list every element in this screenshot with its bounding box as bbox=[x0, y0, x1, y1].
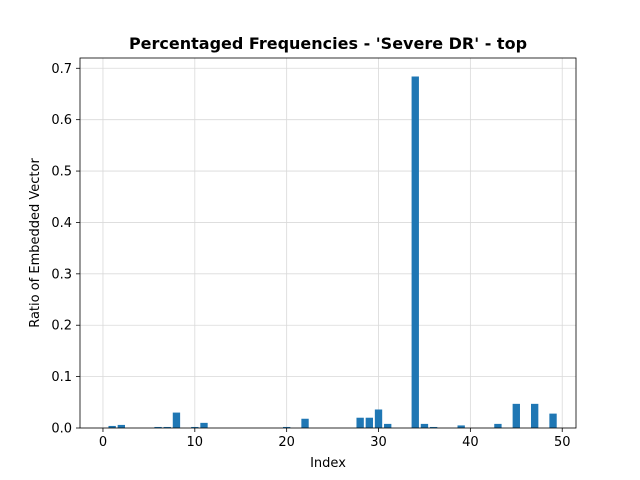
x-tick-label: 30 bbox=[370, 435, 387, 450]
bar bbox=[429, 426, 438, 428]
bar bbox=[420, 423, 429, 428]
plot-frame bbox=[79, 57, 577, 429]
bar bbox=[530, 403, 539, 428]
bar bbox=[374, 409, 383, 428]
bar bbox=[384, 423, 392, 428]
bar bbox=[154, 426, 162, 428]
x-axis-label: Index bbox=[310, 456, 346, 471]
y-axis-label: Ratio of Embedded Vector bbox=[28, 158, 43, 328]
chart-title: Percentaged Frequencies - 'Severe DR' - … bbox=[129, 34, 527, 53]
bar bbox=[117, 424, 126, 428]
bar bbox=[172, 412, 181, 428]
bar bbox=[108, 425, 116, 428]
bar bbox=[356, 417, 364, 428]
x-tick-label: 40 bbox=[462, 435, 479, 450]
bar bbox=[163, 426, 171, 428]
y-tick-label: 0.5 bbox=[51, 165, 72, 180]
bar bbox=[282, 426, 291, 428]
y-tick-label: 0.2 bbox=[51, 319, 72, 334]
x-tick-label: 0 bbox=[99, 435, 107, 450]
bar bbox=[457, 425, 465, 428]
y-tick-label: 0.0 bbox=[51, 422, 72, 437]
y-tick-label: 0.1 bbox=[51, 370, 72, 385]
bars bbox=[108, 76, 557, 428]
x-axis-ticks: 0 10 20 30 40 50 bbox=[99, 428, 571, 450]
grid bbox=[80, 58, 576, 429]
bar bbox=[494, 423, 502, 428]
y-tick-label: 0.6 bbox=[51, 113, 72, 128]
bar bbox=[301, 418, 309, 428]
y-tick-label: 0.4 bbox=[51, 216, 72, 231]
bar bbox=[200, 422, 208, 428]
bar bbox=[191, 426, 199, 428]
y-axis-ticks: 0.0 0.1 0.2 0.3 0.4 0.5 0.6 0.7 bbox=[51, 62, 80, 437]
y-tick-label: 0.7 bbox=[51, 62, 72, 77]
bar bbox=[365, 417, 374, 428]
y-tick-label: 0.3 bbox=[51, 267, 72, 282]
x-tick-label: 10 bbox=[187, 435, 204, 450]
x-tick-label: 50 bbox=[554, 435, 571, 450]
bar bbox=[411, 76, 419, 428]
bar bbox=[549, 413, 557, 428]
bar bbox=[512, 403, 520, 428]
x-tick-label: 20 bbox=[278, 435, 295, 450]
